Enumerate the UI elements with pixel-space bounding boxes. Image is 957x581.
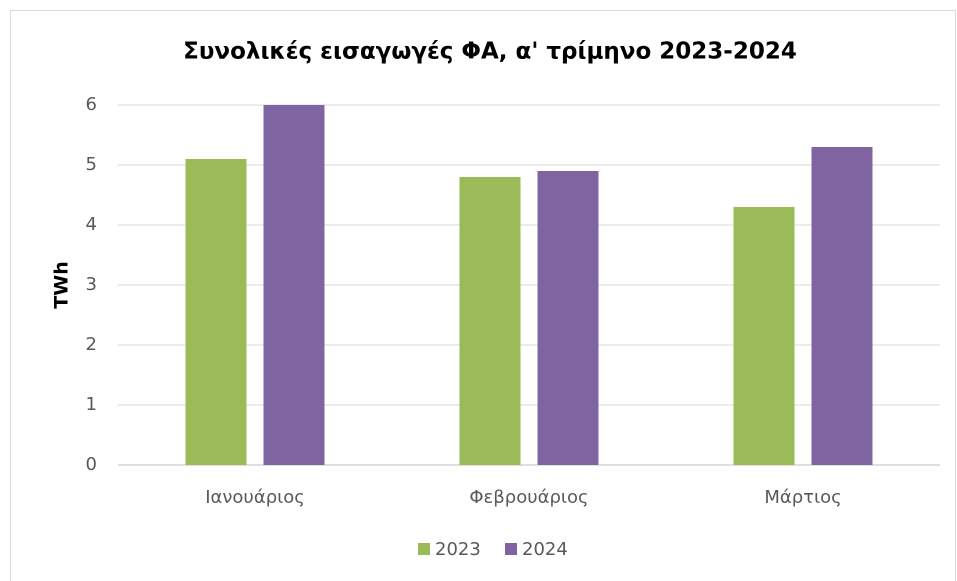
bar	[459, 177, 521, 465]
y-tick-label: 4	[86, 214, 97, 235]
y-tick-label: 2	[86, 334, 97, 355]
x-tick-label: Μάρτιος	[764, 487, 841, 508]
legend-label: 2023	[435, 539, 481, 560]
bar	[185, 159, 247, 465]
y-tick-label: 0	[86, 454, 97, 475]
x-tick-label: Ιανουάριος	[205, 487, 305, 508]
legend-swatch	[418, 543, 430, 555]
bar	[811, 147, 873, 465]
bar	[733, 207, 795, 465]
bar	[263, 105, 325, 465]
chart-title: Συνολικές εισαγωγές ΦΑ, α' τρίμηνο 2023-…	[183, 39, 797, 65]
y-tick-label: 3	[86, 274, 97, 295]
y-tick-label: 6	[86, 94, 97, 115]
y-axis-title: TWh	[51, 261, 73, 308]
x-tick-label: Φεβρουάριος	[469, 487, 588, 508]
y-tick-label: 5	[86, 154, 97, 175]
legend-label: 2024	[522, 539, 568, 560]
y-tick-label: 1	[86, 394, 97, 415]
legend-swatch	[505, 543, 517, 555]
bar	[537, 171, 599, 465]
